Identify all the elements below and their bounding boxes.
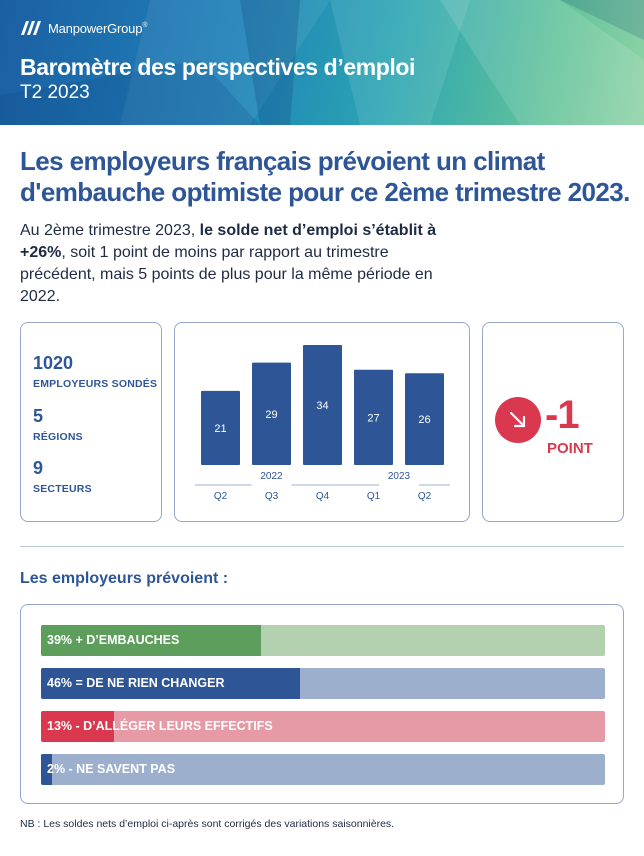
expectation-bar-fill — [41, 754, 53, 785]
expectation-bar-label: 13% - D’ALLÉGER LEURS EFFECTIFS — [47, 719, 273, 733]
expectation-bar-label: 46% = DE NE RIEN CHANGER — [47, 676, 225, 690]
chart-bar — [252, 362, 291, 465]
chart-category-label: Q2 — [418, 491, 432, 502]
expectation-bar-unknown: 2% - NE SAVENT PAS — [41, 754, 605, 785]
chart-category-label: Q4 — [316, 491, 330, 502]
brand-logo: ManpowerGroup ® — [20, 20, 147, 36]
chart-bar-value: 34 — [316, 400, 328, 412]
intro-paragraph: Au 2ème trimestre 2023, le solde net d’e… — [20, 220, 440, 308]
headline-line-1: Les employeurs français prévoient un cli… — [20, 146, 545, 176]
chart-bar — [201, 390, 240, 465]
headline-line-2: d'embauche optimiste pour ce 2ème trimes… — [20, 177, 630, 207]
chart-category-label: Q1 — [367, 491, 381, 502]
header-background-shapes — [0, 0, 644, 125]
arrow-down-right-icon — [509, 411, 526, 428]
header-banner: ManpowerGroup ® Baromètre des perspective… — [0, 0, 644, 125]
stat-sectors-label: SECTEURS — [33, 483, 92, 495]
intro-text-end: , soit 1 point de moins par rapport au t… — [20, 244, 433, 305]
chart-bar — [303, 345, 342, 465]
stat-regions-label: RÉGIONS — [33, 431, 83, 443]
survey-stats-card: 1020 EMPLOYEURS SONDÉS 5 RÉGIONS 9 SECTE… — [20, 322, 162, 522]
net-employment-chart-card: 21 Q2 29 Q3 34 Q4 27 Q1 26 Q2 2022 2023 — [174, 322, 470, 522]
expectations-card: 39% + D’EMBAUCHES 46% = DE NE RIEN CHANG… — [20, 604, 624, 804]
stat-sectors-value: 9 — [33, 458, 44, 478]
footnote: NB : Les soldes nets d’emploi ci-après s… — [20, 818, 395, 830]
chart-bar-value: 21 — [214, 423, 226, 435]
chart-bar-value: 26 — [418, 414, 430, 426]
expectation-bar-label: 2% - NE SAVENT PAS — [47, 762, 176, 776]
expectation-bar-reduce: 13% - D’ALLÉGER LEURS EFFECTIFS — [41, 711, 605, 742]
expectation-bar-fill — [41, 668, 301, 699]
brand-registered-mark: ® — [142, 21, 148, 29]
chart-bar-value: 27 — [367, 412, 379, 424]
chart-year-label: 2023 — [388, 471, 411, 482]
page-title: Baromètre des perspectives d’emploi — [20, 54, 416, 80]
section-title: Les employeurs prévoient : — [20, 570, 229, 587]
expectation-bar-fill — [41, 711, 115, 742]
quarter-change-card: -1 POINT — [482, 322, 624, 522]
expectation-bar-hiring: 39% + D’EMBAUCHES — [41, 625, 605, 656]
chart-bar-value: 29 — [265, 409, 277, 421]
expectation-bar-fill — [41, 625, 261, 656]
stat-regions-value: 5 — [33, 406, 44, 426]
chart-year-label: 2022 — [260, 471, 283, 482]
expectation-bar-label: 39% + D’EMBAUCHES — [47, 633, 180, 647]
chart-category-label: Q2 — [214, 491, 228, 502]
net-employment-bar-chart: 21 Q2 29 Q3 34 Q4 27 Q1 26 Q2 2022 2023 — [195, 345, 450, 502]
headline: Les employeurs français prévoient un cli… — [20, 146, 630, 208]
section-divider — [20, 546, 624, 547]
page-subtitle: T2 2023 — [20, 82, 90, 103]
change-value: -1 — [545, 393, 580, 437]
manpower-logo-icon — [21, 21, 41, 35]
chart-category-label: Q3 — [265, 491, 279, 502]
expectation-bar-no-change: 46% = DE NE RIEN CHANGER — [41, 668, 605, 699]
brand-name: ManpowerGroup — [48, 20, 143, 36]
stat-employers-label: EMPLOYEURS SONDÉS — [33, 378, 158, 390]
change-indicator — [495, 397, 541, 443]
intro-text-start: Au 2ème trimestre 2023, — [20, 222, 200, 239]
chart-bar — [405, 373, 444, 465]
stat-employers-value: 1020 — [33, 353, 74, 373]
intro-text-bold: le solde net d’emploi s’établit à +26% — [20, 222, 437, 261]
chart-bar — [354, 369, 393, 465]
change-label: POINT — [547, 440, 593, 457]
